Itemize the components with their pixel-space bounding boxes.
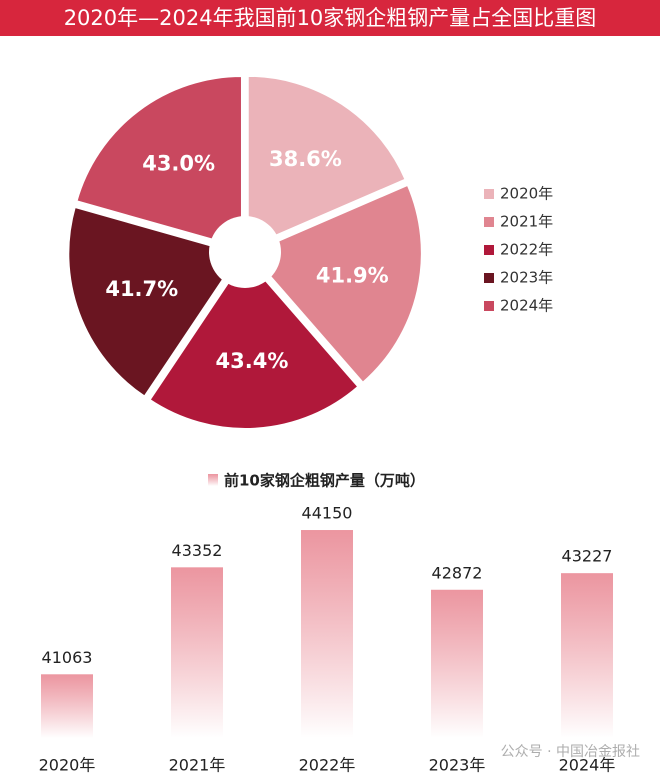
bar xyxy=(41,674,93,738)
pie-slice xyxy=(248,183,423,385)
watermark: 公众号 · 中国冶金报社 xyxy=(501,744,640,760)
pie-slice xyxy=(75,75,243,250)
value-label: 44150 xyxy=(302,504,353,523)
slice-label: 43.0% xyxy=(142,151,215,175)
value-label: 42872 xyxy=(432,563,483,582)
x-tick-label: 2023年 xyxy=(429,756,486,775)
legend-label: 2021年 xyxy=(500,213,553,231)
bar xyxy=(561,573,613,738)
legend-swatch xyxy=(484,217,494,227)
legend-label: 2024年 xyxy=(500,297,553,315)
value-label: 41063 xyxy=(42,648,93,667)
bar xyxy=(431,589,483,738)
chart-title: 2020年—2024年我国前10家钢企粗钢产量占全国比重图 xyxy=(64,6,597,30)
legend-swatch xyxy=(484,301,494,311)
slice-label: 43.4% xyxy=(216,349,289,373)
legend-label: 2022年 xyxy=(500,241,553,259)
bar xyxy=(301,530,353,738)
value-label: 43227 xyxy=(562,547,613,566)
pie-slice xyxy=(148,255,360,430)
x-tick-label: 2021年 xyxy=(169,756,226,775)
pie-slice xyxy=(246,74,407,250)
legend-swatch xyxy=(208,474,218,486)
slice-label: 41.9% xyxy=(316,263,389,287)
legend-label: 前10家钢企粗钢产量（万吨） xyxy=(224,472,425,490)
legend-label: 2023年 xyxy=(500,269,553,287)
bar xyxy=(171,567,223,738)
x-tick-label: 2022年 xyxy=(299,756,356,775)
pie-hole xyxy=(209,216,281,288)
legend-swatch xyxy=(484,245,494,255)
pie-slice xyxy=(67,205,242,399)
x-tick-label: 2024年 xyxy=(559,756,616,775)
slice-label: 41.7% xyxy=(105,277,178,301)
x-tick-label: 2020年 xyxy=(39,756,96,775)
title-bar xyxy=(0,0,660,36)
slice-label: 38.6% xyxy=(269,147,342,171)
legend-label: 2020年 xyxy=(500,185,553,203)
legend-swatch xyxy=(484,189,494,199)
legend-swatch xyxy=(484,273,494,283)
value-label: 43352 xyxy=(172,541,223,560)
